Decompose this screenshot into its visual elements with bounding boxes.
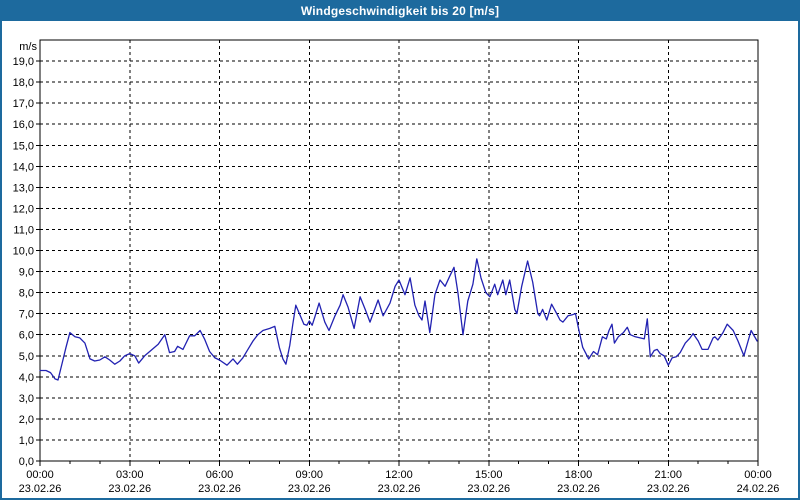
chart-title: Windgeschwindigkeit bis 20 [m/s] — [300, 3, 500, 18]
title-bar: Windgeschwindigkeit bis 20 [m/s] — [0, 0, 800, 21]
x-axis-time-label: 12:00 — [385, 469, 413, 481]
x-axis-time-label: 15:00 — [475, 469, 503, 481]
y-axis-tick-label: 13,0 — [13, 182, 34, 194]
x-axis-time-label: 06:00 — [206, 469, 234, 481]
y-axis-tick-label: 14,0 — [13, 161, 34, 173]
y-axis-tick-label: 0,0 — [19, 456, 34, 468]
x-axis-date-label: 23.02.26 — [647, 483, 690, 495]
y-axis-tick-label: 16,0 — [13, 119, 34, 131]
y-axis-tick-label: 19,0 — [13, 56, 34, 68]
x-axis-time-label: 00:00 — [26, 469, 54, 481]
y-axis-tick-label: 10,0 — [13, 246, 34, 258]
y-axis-tick-label: 4,0 — [19, 372, 34, 384]
y-axis-tick-label: 11,0 — [13, 224, 34, 236]
y-axis-tick-label: 12,0 — [13, 203, 34, 215]
y-axis-tick-label: 2,0 — [19, 414, 34, 426]
x-axis-time-label: 09:00 — [295, 469, 323, 481]
x-axis-date-label: 23.02.26 — [557, 483, 600, 495]
y-axis-tick-label: 18,0 — [13, 77, 34, 89]
x-axis-time-label: 21:00 — [654, 469, 682, 481]
x-axis-time-label: 18:00 — [565, 469, 593, 481]
x-axis-date-label: 23.02.26 — [108, 483, 151, 495]
x-axis-date-label: 23.02.26 — [378, 483, 421, 495]
x-axis-date-label: 23.02.26 — [288, 483, 331, 495]
wind-speed-series-line — [39, 258, 758, 381]
y-axis-unit-label: m/s — [19, 41, 37, 53]
x-axis-date-label: 23.02.26 — [198, 483, 241, 495]
y-axis-tick-label: 5,0 — [19, 351, 34, 363]
y-axis-tick-label: 7,0 — [19, 309, 34, 321]
x-axis-date-label: 24.02.26 — [737, 483, 780, 495]
x-axis-date-label: 23.02.26 — [467, 483, 510, 495]
y-axis-tick-label: 17,0 — [13, 98, 34, 110]
x-axis-time-label: 03:00 — [116, 469, 144, 481]
y-axis-tick-label: 9,0 — [19, 267, 34, 279]
y-axis-tick-label: 6,0 — [19, 330, 34, 342]
x-axis-date-label: 23.02.26 — [19, 483, 62, 495]
y-axis-tick-label: 8,0 — [19, 288, 34, 300]
x-axis-time-label: 00:00 — [744, 469, 772, 481]
y-axis-tick-label: 15,0 — [13, 140, 34, 152]
y-axis-tick-label: 3,0 — [19, 393, 34, 405]
y-axis-tick-label: 1,0 — [19, 435, 34, 447]
